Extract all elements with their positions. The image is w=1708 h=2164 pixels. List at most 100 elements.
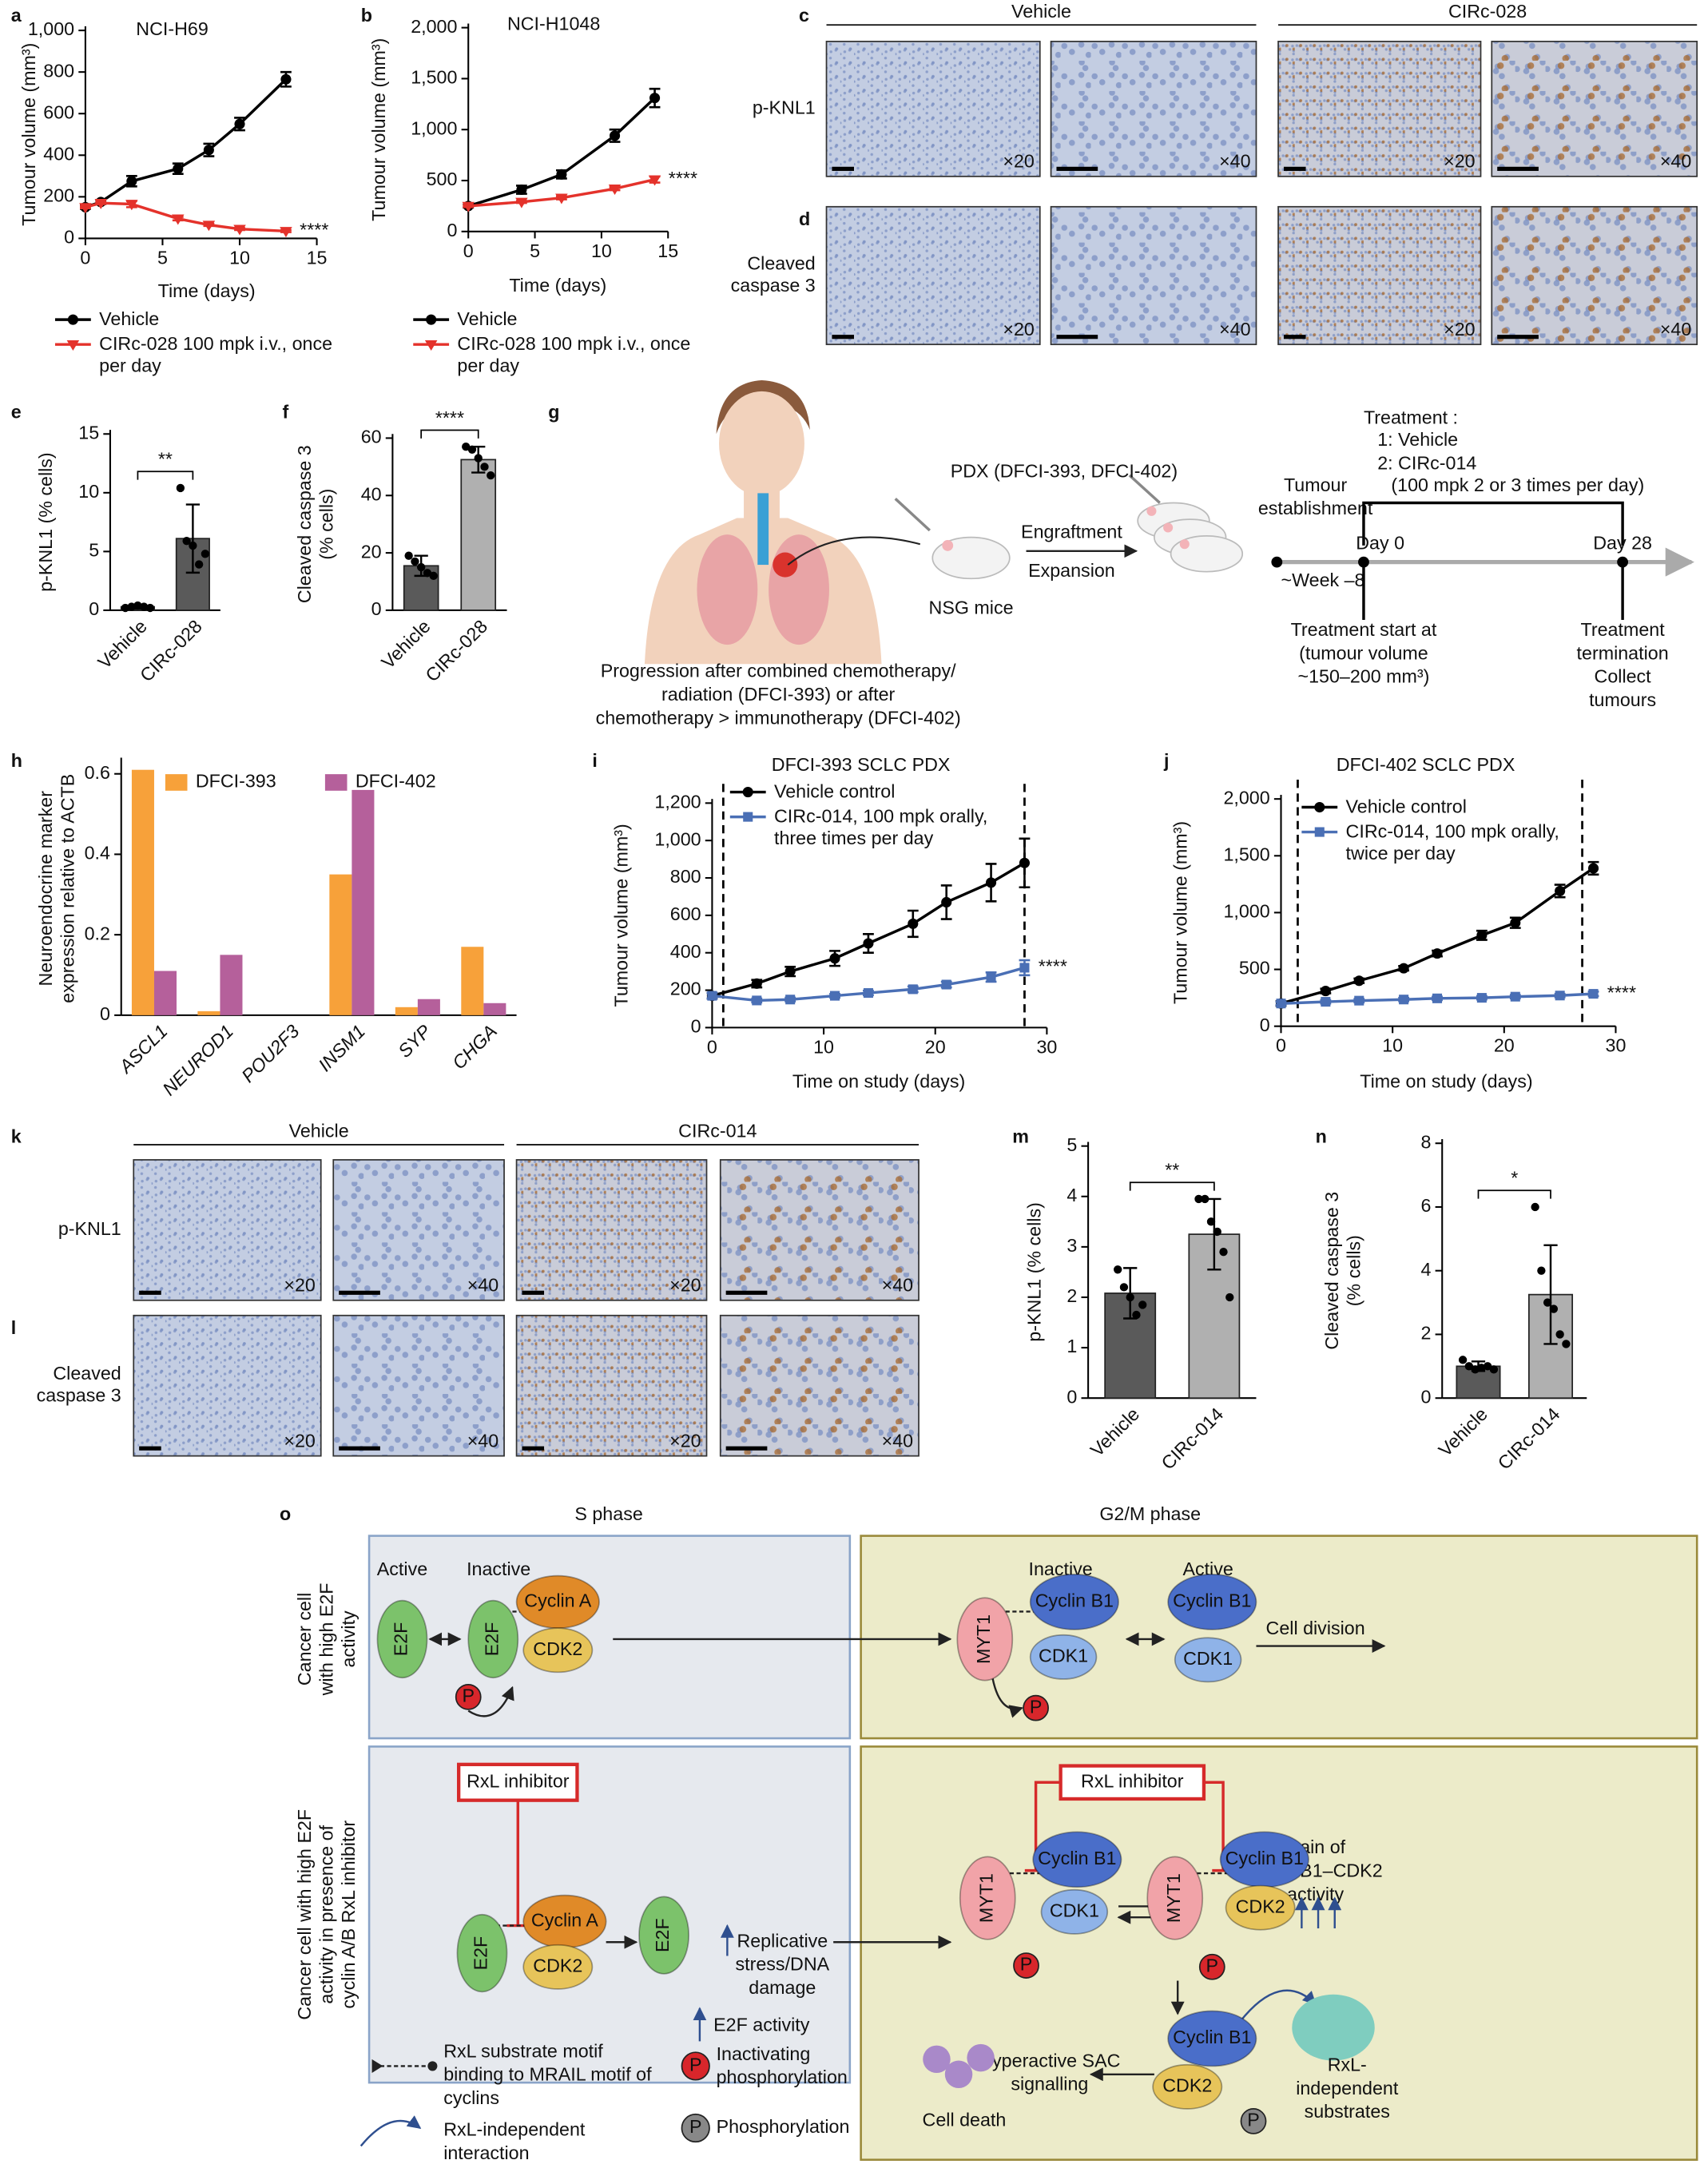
error-bar [185,503,201,574]
label: Phosphorylation [717,2116,850,2137]
legend-label-box: CIRc-028 100 mpk i.v., once per day [99,333,333,376]
scale-bar [1056,335,1098,339]
bar [483,1003,506,1015]
scale-bar [1497,335,1539,339]
series-line [85,201,287,233]
label: stress/DNA [736,1954,830,1975]
y-tick-label: 0 [1067,1386,1077,1407]
data-point [1194,1194,1203,1204]
data-point [127,602,136,611]
timeline-dot [1271,556,1283,568]
x-axis-label: Time on study (days) [1360,1071,1532,1092]
y-tick-label: 500 [427,169,458,189]
protein [638,1896,689,1975]
micrograph [1050,205,1257,346]
point [94,198,107,209]
panel-letter: k [11,1126,22,1146]
treatment-bracket [1362,501,1624,546]
point [1510,991,1520,1002]
y-axis-label: Tumour volume (mm³) [368,38,389,221]
magnification: ×40 [1660,319,1692,339]
point [203,145,214,156]
bar [153,971,177,1015]
panel-letter: i [592,750,597,771]
point [462,201,475,212]
data-point [1531,1202,1539,1212]
point [1587,863,1599,874]
x-tick-label: NEUROD1 [158,1021,237,1100]
row-label: activity [338,1610,359,1667]
y-tick-label: 0.4 [85,843,110,864]
panel-letter: e [11,402,22,423]
protein [376,1599,428,1679]
point [1555,885,1566,896]
point [986,972,996,983]
bar [460,459,497,611]
label: 2: CIRc-014 [1377,452,1476,473]
point [173,163,184,174]
bar [175,538,210,611]
phospho-icon [455,1683,482,1710]
protein-label: CDK2 [533,1638,582,1659]
x-tick-label: 0 [463,240,474,261]
tumour [773,552,798,578]
legend-label: DFCI-402 [356,771,436,792]
data-point [1549,1304,1559,1313]
label: ~150–200 mm³) [1298,666,1430,687]
y-tick-label: 0.6 [85,762,110,783]
x-tick-label: 0 [707,1036,717,1057]
protein-label: Cyclin A [524,1590,592,1611]
protein [1032,1831,1122,1888]
y-tick-label: 1 [1067,1336,1077,1356]
y-tick-label: 1,500 [411,67,457,88]
y-axis-label: (% cells) [1344,1235,1364,1306]
point [1476,993,1487,1003]
legend-label: CIRc-028 100 mpk i.v., once per day [99,333,333,376]
point [648,175,661,186]
label: S phase [574,1503,642,1524]
legend-label-box: Vehicle control [1346,796,1467,817]
phase-box [367,1745,852,2084]
label: Treatment [1581,619,1666,640]
phospho-label: P [1206,1955,1219,1975]
protein-label: Cyclin A [531,1910,599,1931]
x-tick-label: 5 [530,240,540,261]
protein-label: E2F [652,1918,673,1952]
micrograph [332,1159,505,1301]
y-tick-label: 4 [1420,1259,1431,1280]
protein [467,1599,519,1679]
mouse-ear [1179,539,1190,550]
phospho-icon [1023,1694,1049,1721]
legend-label: DFCI-393 [196,771,276,792]
point [426,314,437,325]
y-tick-label: 4 [1067,1185,1077,1205]
chart-title: DFCI-393 SCLC PDX [772,754,951,775]
significance-bracket [1129,1181,1215,1191]
scale-bar [725,1290,768,1295]
protein [1225,1884,1296,1931]
data-point [189,541,197,550]
micrograph [1491,205,1698,346]
scale-bar [1283,335,1306,339]
y-tick-label: 1,000 [411,117,457,138]
point [280,73,292,85]
y-tick-label: 3 [1067,1235,1077,1256]
label: independent [1296,2078,1399,2098]
x-tick-label: ASCL1 [114,1021,172,1078]
torso [644,518,882,665]
y-tick-label: 400 [670,941,701,962]
magnification: ×20 [284,1275,316,1296]
x-tick-label: CIRc-014 [1494,1404,1564,1474]
data-point [1477,1364,1486,1372]
point [863,988,873,999]
y-tick-label: 40 [361,483,382,504]
chart-title: NCI-H1048 [507,13,600,34]
significance: **** [300,219,328,240]
point [752,995,762,1006]
y-tick-label: 800 [670,866,701,887]
x-tick-label: Vehicle [1086,1404,1143,1460]
legend-swatch [324,774,348,791]
x-tick-label: 15 [307,247,328,268]
point [67,314,78,325]
